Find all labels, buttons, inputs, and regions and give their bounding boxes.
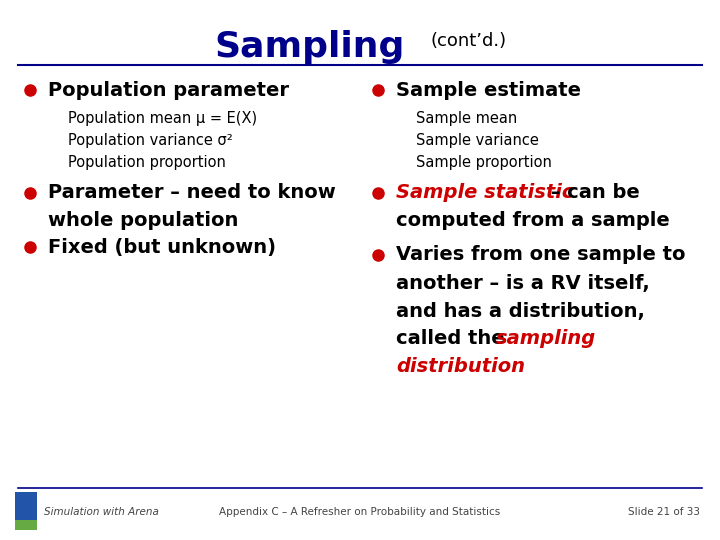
Text: Sample proportion: Sample proportion <box>416 154 552 170</box>
Text: Varies from one sample to: Varies from one sample to <box>396 246 685 265</box>
Text: Appendix C – A Refresher on Probability and Statistics: Appendix C – A Refresher on Probability … <box>220 507 500 517</box>
Bar <box>15 492 37 530</box>
Text: Sampling: Sampling <box>215 30 405 64</box>
Text: Sample estimate: Sample estimate <box>396 80 581 99</box>
Text: Sample variance: Sample variance <box>416 132 539 147</box>
Text: sampling: sampling <box>496 329 596 348</box>
Text: (cont’d.): (cont’d.) <box>430 32 506 50</box>
Text: Population parameter: Population parameter <box>48 80 289 99</box>
Text: Simulation with Arena: Simulation with Arena <box>44 507 159 517</box>
Text: Slide 21 of 33: Slide 21 of 33 <box>628 507 700 517</box>
Text: computed from a sample: computed from a sample <box>396 212 670 231</box>
Text: another – is a RV itself,: another – is a RV itself, <box>396 273 649 293</box>
Text: Sample statistic: Sample statistic <box>396 184 573 202</box>
Text: and has a distribution,: and has a distribution, <box>396 301 645 321</box>
Text: Population variance σ²: Population variance σ² <box>68 132 233 147</box>
Text: Parameter – need to know: Parameter – need to know <box>48 184 336 202</box>
Text: distribution: distribution <box>396 357 525 376</box>
Text: Sample mean: Sample mean <box>416 111 517 125</box>
Text: whole population: whole population <box>48 212 238 231</box>
Text: – can be: – can be <box>544 184 640 202</box>
Text: called the: called the <box>396 329 511 348</box>
Text: Population proportion: Population proportion <box>68 154 226 170</box>
Bar <box>15 520 37 530</box>
Text: Population mean μ = E(X): Population mean μ = E(X) <box>68 111 257 125</box>
Text: Fixed (but unknown): Fixed (but unknown) <box>48 238 276 256</box>
